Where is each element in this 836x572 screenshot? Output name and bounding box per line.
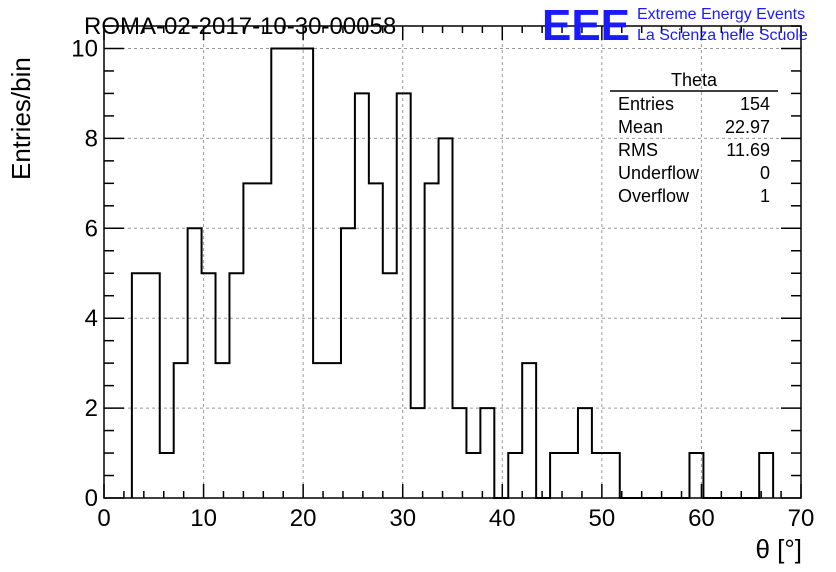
- y-tick-labels: 0 2 4 6 8 10: [71, 35, 98, 512]
- logo-line-1: Extreme Energy Events: [637, 6, 805, 23]
- stats-value: 11.69: [726, 140, 770, 160]
- stats-label: Entries: [618, 94, 674, 114]
- y-tick-label: 2: [85, 395, 98, 422]
- stats-title: Theta: [671, 70, 718, 90]
- axis-ticks: [103, 25, 802, 499]
- stats-label: Overflow: [618, 186, 690, 206]
- stats-label: Underflow: [618, 163, 700, 183]
- stats-value: 1: [760, 186, 770, 206]
- logo-line-2: La Scienza nelle Scuole: [637, 27, 808, 44]
- plot-frame: [103, 25, 802, 499]
- stats-box: Theta Entries 154 Mean 22.97 RMS 11.69 Underflo…: [610, 70, 778, 206]
- chart-title: ROMA-02-2017-10-30-00058: [84, 13, 396, 40]
- histogram-outline: [130, 47, 775, 499]
- x-tick-label: 40: [489, 505, 516, 532]
- stats-value: 0: [760, 163, 770, 183]
- y-tick-label: 4: [85, 305, 98, 332]
- logo-mark: EEE: [542, 1, 630, 50]
- x-tick-label: 10: [190, 505, 217, 532]
- y-axis-label: Entries/bin: [6, 57, 36, 180]
- x-tick-label: 0: [97, 505, 110, 532]
- x-tick-label: 30: [389, 505, 416, 532]
- x-tick-label: 70: [788, 505, 815, 532]
- stats-value: 154: [740, 94, 770, 114]
- x-tick-label: 60: [688, 505, 715, 532]
- y-tick-label: 10: [71, 35, 98, 62]
- stats-label: RMS: [618, 140, 658, 160]
- x-tick-label: 50: [589, 505, 616, 532]
- x-axis-label: θ [°]: [755, 534, 802, 564]
- y-tick-label: 0: [85, 485, 98, 512]
- stats-label: Mean: [618, 117, 663, 137]
- y-tick-label: 8: [85, 125, 98, 152]
- x-tick-label: 20: [290, 505, 317, 532]
- y-tick-label: 6: [85, 215, 98, 242]
- stats-value: 22.97: [725, 117, 770, 137]
- x-tick-labels: 0 10 20 30 40 50 60 70: [97, 505, 814, 532]
- logo: EEE Extreme Energy Events La Scienza nel…: [542, 1, 808, 50]
